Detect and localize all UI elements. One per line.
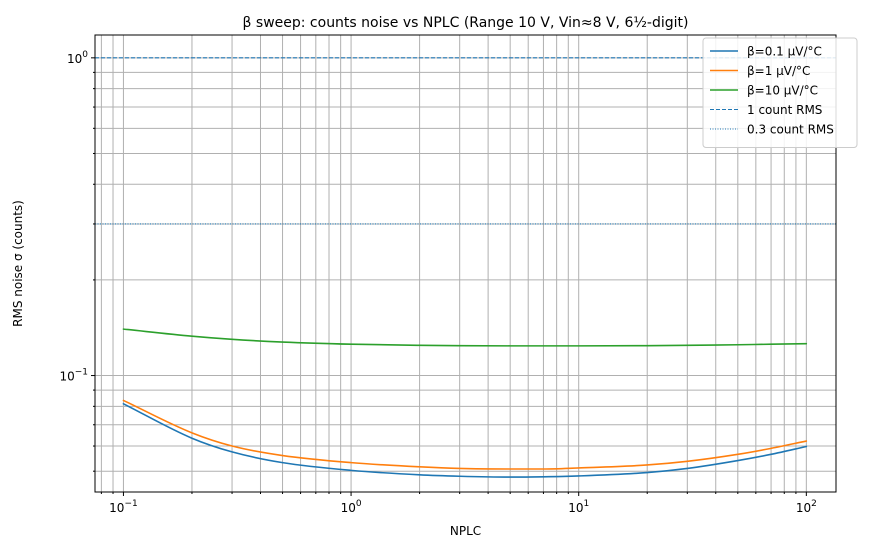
plot-frame xyxy=(94,34,837,493)
x-axis-label: NPLC xyxy=(450,524,481,538)
x-tick-label: 100 xyxy=(341,499,362,515)
legend: β=0.1 µV/°C β=1 µV/°C β=10 µV/°C 1 count RM… xyxy=(702,37,858,148)
y-tick-label-base: 10 xyxy=(67,52,82,66)
x-tick-label-base: 10 xyxy=(568,501,583,515)
x-tick-label: 101 xyxy=(568,499,589,515)
y-axis-label: RMS noise σ (counts) xyxy=(11,200,25,327)
series-line xyxy=(122,402,808,478)
y-tick-label: 10−1 xyxy=(59,368,88,384)
legend-label: 0.3 count RMS xyxy=(747,123,834,137)
legend-label: 1 count RMS xyxy=(747,103,822,117)
x-tick-label-base: 10 xyxy=(341,501,356,515)
x-tick-label-base: 10 xyxy=(796,501,811,515)
y-tick-label-exponent: −1 xyxy=(75,368,88,378)
y-tick-label-base: 10 xyxy=(59,370,74,384)
series-line xyxy=(122,399,808,470)
series-layer xyxy=(95,57,836,478)
legend-label: β=1 µV/°C xyxy=(747,64,810,78)
series-line xyxy=(122,328,808,347)
x-tick-label-exponent: 1 xyxy=(583,499,589,509)
y-tick-label: 100 xyxy=(67,50,88,66)
x-tick-label-exponent: 2 xyxy=(811,499,817,509)
y-tick-label-exponent: 0 xyxy=(82,50,88,60)
chart-title: β sweep: counts noise vs NPLC (Range 10 … xyxy=(243,15,689,31)
x-tick-label-exponent: 0 xyxy=(356,499,362,509)
x-tick-label-exponent: −1 xyxy=(124,499,137,509)
legend-label: β=0.1 µV/°C xyxy=(747,45,822,59)
legend-label: β=10 µV/°C xyxy=(747,84,818,98)
x-tick-label: 102 xyxy=(796,499,817,515)
x-tick-label: 10−1 xyxy=(109,499,138,515)
x-tick-label-base: 10 xyxy=(109,501,124,515)
legend-box xyxy=(702,37,858,148)
major-grid xyxy=(95,35,836,492)
